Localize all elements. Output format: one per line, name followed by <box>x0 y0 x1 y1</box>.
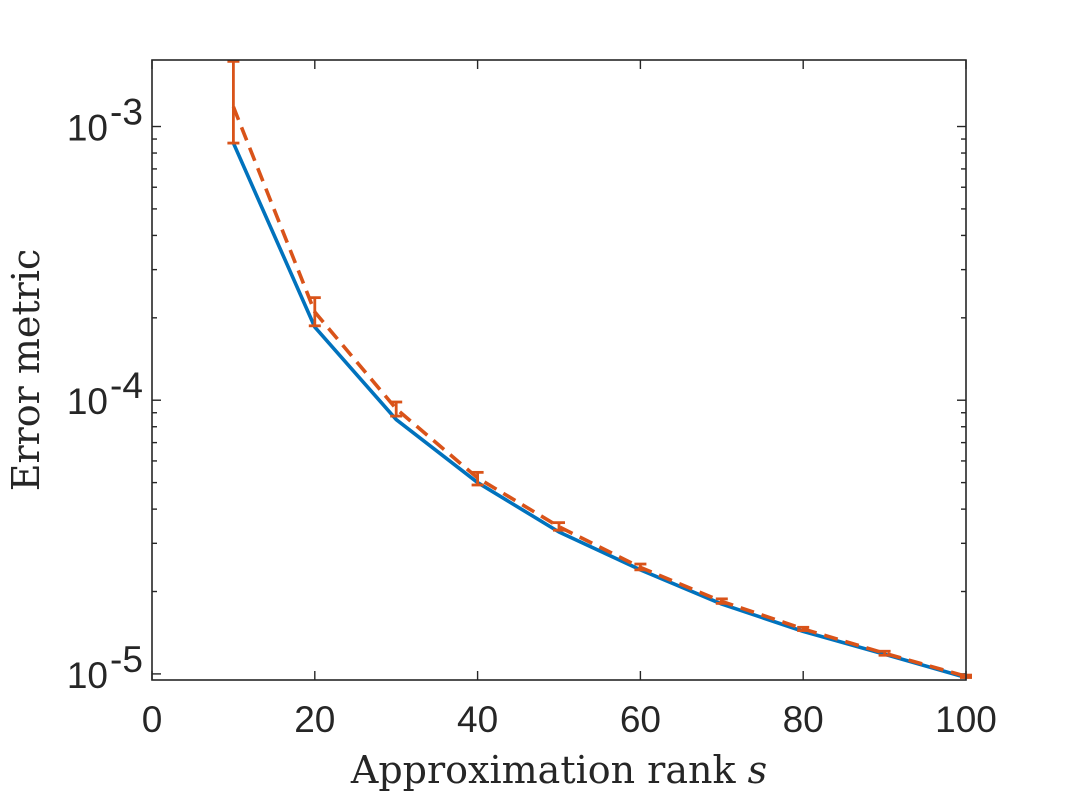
x-tick-label: 20 <box>294 699 335 740</box>
solid-series-line <box>231 142 967 680</box>
y-tick-label: 10 <box>67 381 108 422</box>
plot-area-background <box>152 60 966 680</box>
y-tick-label-base: 10 <box>67 655 108 696</box>
plot-area-frame <box>151 59 967 681</box>
y-axis-title: Error metric <box>4 249 48 492</box>
y-tick-label: 10 <box>67 108 108 149</box>
x-tick-label: 80 <box>783 699 824 740</box>
x-tick-label: 0 <box>142 699 163 740</box>
series-layer <box>227 59 972 680</box>
x-tick-label: 40 <box>457 699 498 740</box>
dashed-series-line <box>231 106 967 679</box>
y-tick-label-exponent: -4 <box>110 365 143 406</box>
y-tick-label-exponent: -5 <box>110 639 143 680</box>
y-tick-label-base: 10 <box>67 108 108 149</box>
x-axis-title-text: Approximation rank <box>350 748 748 792</box>
y-tick-label: 10 <box>67 655 108 696</box>
x-tick-label: 100 <box>935 699 997 740</box>
x-tick-label: 60 <box>620 699 661 740</box>
y-tick-label-base: 10 <box>67 381 108 422</box>
y-tick-label-exponent: -3 <box>110 92 143 133</box>
x-axis-title: Approximation rank s <box>350 748 767 792</box>
x-axis-title-symbol: s <box>748 748 768 792</box>
